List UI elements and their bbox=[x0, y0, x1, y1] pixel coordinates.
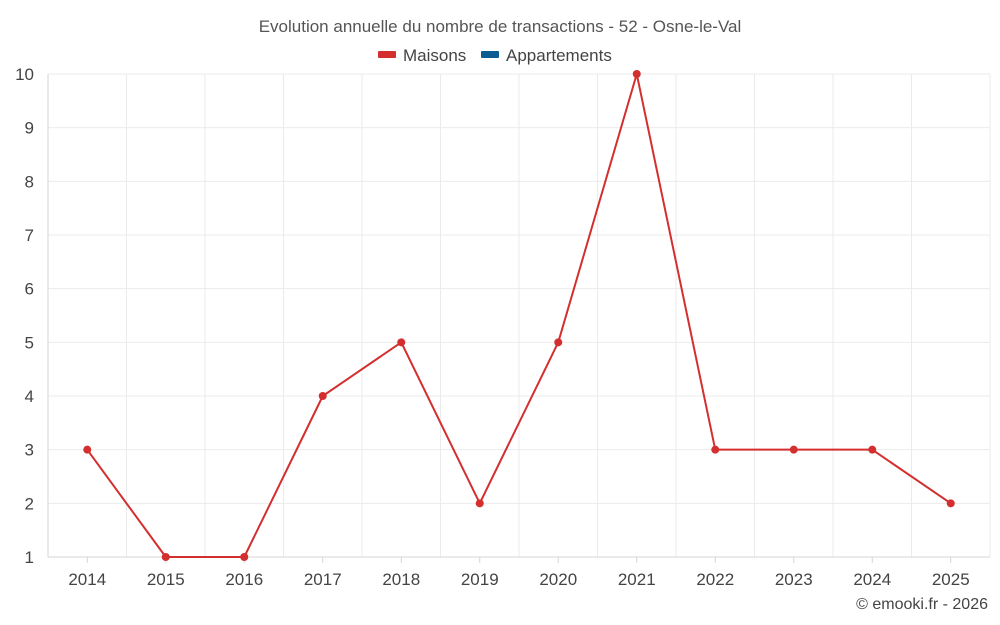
y-tick-label: 7 bbox=[25, 226, 34, 245]
data-point-maisons-2016[interactable] bbox=[240, 553, 249, 561]
data-point-maisons-2019[interactable] bbox=[475, 499, 484, 508]
data-point-maisons-2018[interactable] bbox=[397, 338, 406, 347]
x-tick-label: 2023 bbox=[775, 570, 813, 589]
legend-label-maisons[interactable]: Maisons bbox=[403, 46, 466, 65]
x-tick-label: 2024 bbox=[853, 570, 891, 589]
y-tick-label: 3 bbox=[25, 441, 34, 460]
x-tick-label: 2015 bbox=[147, 570, 185, 589]
x-axis-ticks: 2014 2015 2016 2017 2018 2019 2020 2021 2022 2023… bbox=[68, 557, 970, 589]
grid bbox=[47, 73, 991, 558]
x-tick-label: 2020 bbox=[539, 570, 577, 589]
y-tick-label: 10 bbox=[15, 65, 34, 84]
y-tick-label: 6 bbox=[25, 280, 34, 299]
y-tick-label: 1 bbox=[25, 548, 34, 567]
data-point-maisons-2024[interactable] bbox=[868, 445, 877, 454]
data-point-maisons-2023[interactable] bbox=[789, 445, 798, 454]
data-point-maisons-2014[interactable] bbox=[83, 445, 92, 454]
x-tick-label: 2017 bbox=[304, 570, 342, 589]
y-tick-label: 5 bbox=[25, 333, 34, 352]
data-point-maisons-2025[interactable] bbox=[946, 499, 955, 508]
x-tick-label: 2014 bbox=[68, 570, 106, 589]
x-tick-label: 2025 bbox=[932, 570, 970, 589]
legend-swatch-maisons[interactable] bbox=[378, 51, 396, 58]
y-axis-ticks: 1 2 3 4 5 6 7 8 9 10 bbox=[15, 65, 34, 567]
data-point-maisons-2015[interactable] bbox=[161, 553, 170, 561]
y-tick-label: 4 bbox=[25, 387, 34, 406]
x-tick-label: 2018 bbox=[382, 570, 420, 589]
x-tick-label: 2021 bbox=[618, 570, 656, 589]
legend: Maisons Appartements bbox=[378, 46, 612, 65]
x-tick-label: 2019 bbox=[461, 570, 499, 589]
y-tick-label: 2 bbox=[25, 494, 34, 513]
data-point-maisons-2020[interactable] bbox=[554, 338, 563, 347]
data-point-maisons-2017[interactable] bbox=[318, 392, 327, 400]
chart-title: Evolution annuelle du nombre de transact… bbox=[259, 17, 742, 36]
series-group bbox=[83, 70, 955, 561]
series-line-maisons bbox=[86, 73, 952, 558]
x-tick-label: 2022 bbox=[696, 570, 734, 589]
credit-text: © emooki.fr - 2026 bbox=[856, 596, 988, 613]
y-tick-label: 9 bbox=[25, 119, 34, 138]
legend-label-appartements[interactable]: Appartements bbox=[506, 46, 612, 65]
x-tick-label: 2016 bbox=[225, 570, 263, 589]
legend-swatch-appartements[interactable] bbox=[481, 51, 499, 58]
data-point-maisons-2022[interactable] bbox=[711, 445, 720, 454]
y-tick-label: 8 bbox=[25, 172, 34, 191]
data-point-maisons-2021[interactable] bbox=[632, 70, 641, 78]
